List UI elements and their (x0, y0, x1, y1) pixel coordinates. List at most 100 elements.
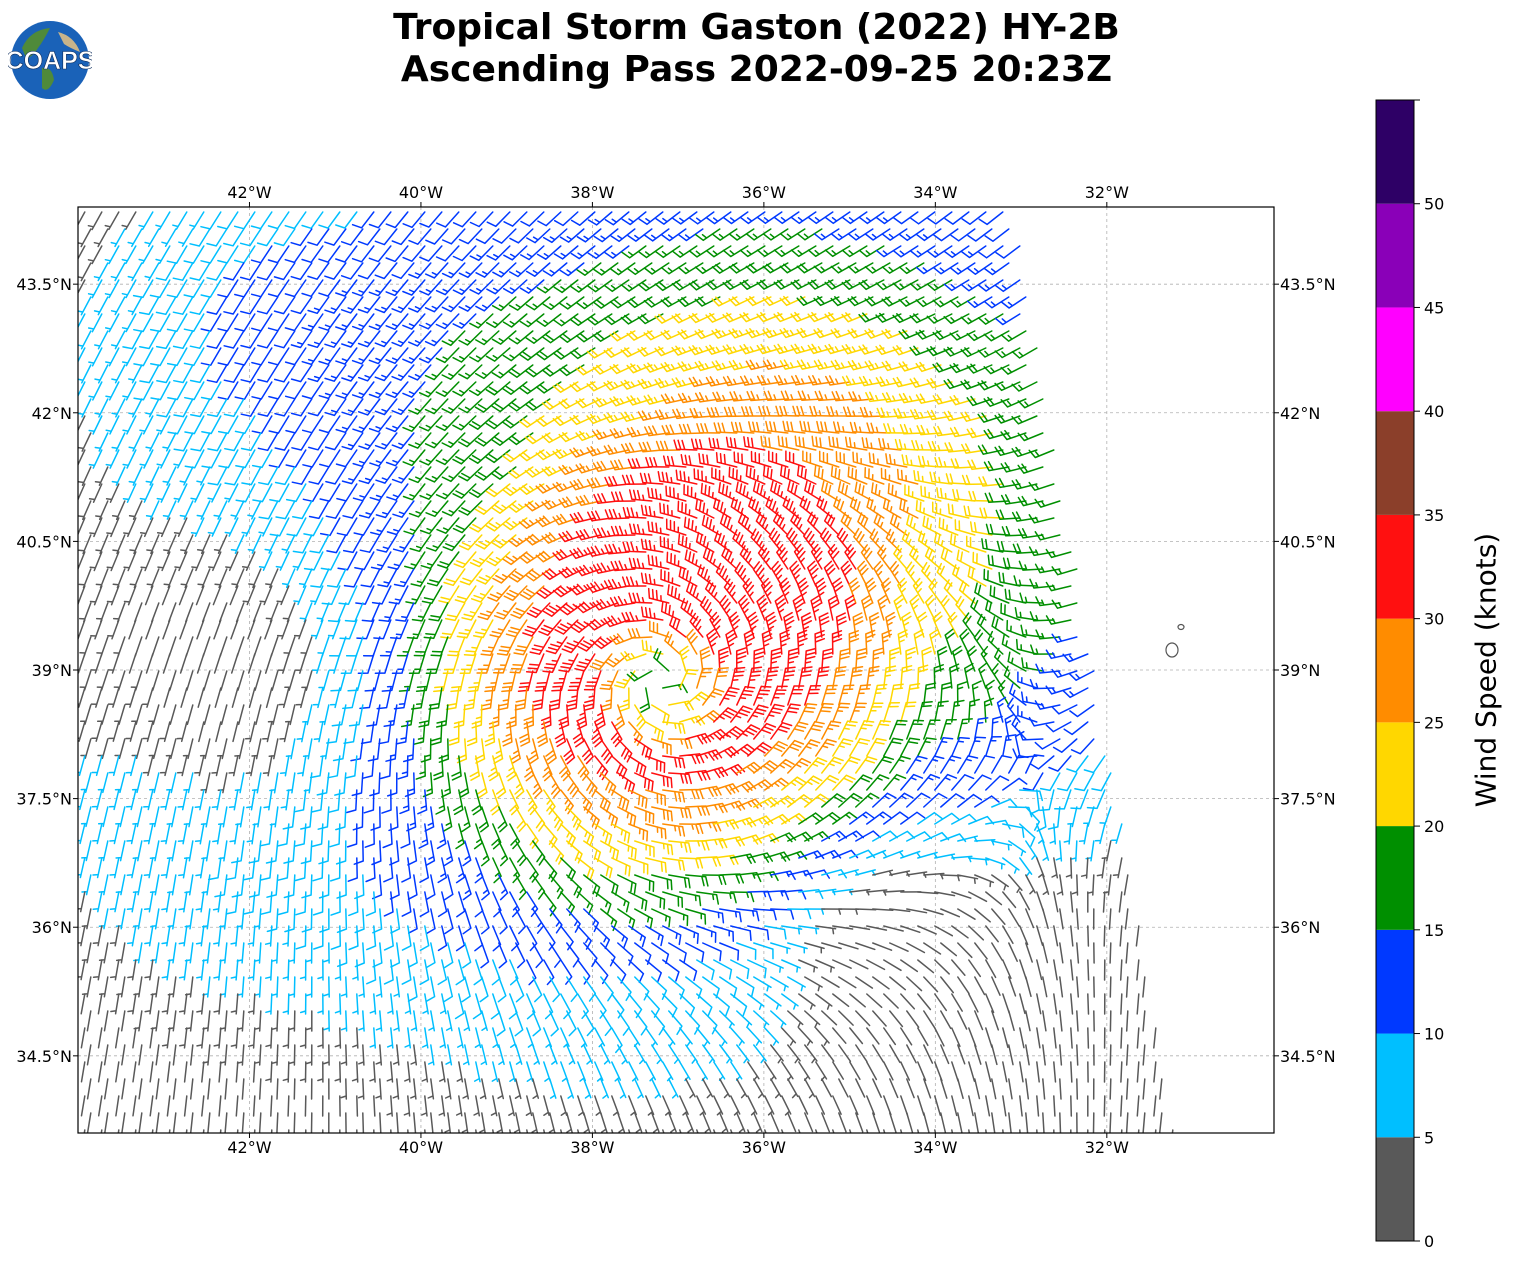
wind-barb (685, 874, 709, 887)
wind-barb (713, 891, 737, 904)
wind-barb (1019, 823, 1036, 847)
wind-barb (702, 976, 720, 999)
wind-barb (1019, 857, 1033, 877)
wind-barb (247, 925, 256, 947)
wind-barb (218, 602, 228, 623)
wind-barb (185, 602, 194, 623)
wind-barb (383, 925, 394, 951)
wind-barb (781, 666, 796, 689)
wind-barb (875, 245, 902, 258)
wind-barb (849, 421, 874, 434)
wind-barb (736, 908, 760, 922)
wind-barb (991, 715, 1003, 740)
wind-barb (437, 857, 448, 884)
wind-barb (798, 703, 818, 723)
wind-barb (94, 466, 109, 486)
wind-barb (560, 925, 574, 951)
wind-barb (294, 653, 307, 674)
wind-barb (415, 755, 426, 780)
wind-barb (915, 361, 942, 373)
wind-barb (705, 344, 732, 355)
wind-barb (413, 1112, 417, 1133)
wind-barb (128, 398, 143, 418)
wind-barb (600, 1044, 611, 1065)
wind-barb (475, 534, 500, 550)
wind-barb (492, 738, 504, 765)
wind-barb (139, 364, 160, 384)
wind-barb (787, 685, 805, 706)
wind-barb (1000, 330, 1027, 342)
wind-barb (385, 449, 409, 467)
wind-barb (634, 1112, 643, 1133)
wind-barb (195, 891, 205, 913)
wind-barb (106, 585, 120, 606)
wind-barb (340, 653, 358, 675)
wind-barb (1029, 578, 1055, 589)
wind-barb (994, 313, 1021, 326)
wind-barb (139, 483, 154, 503)
wind-barb (213, 925, 222, 947)
wind-barb (411, 602, 432, 622)
wind-barb (1000, 398, 1027, 408)
wind-barb (116, 976, 126, 998)
wind-barb (78, 534, 92, 555)
colorbar-tick-label: 0 (1424, 1232, 1434, 1250)
wind-barb (401, 891, 412, 917)
wind-barb (906, 755, 928, 774)
lat-tick-label-left: 42°N (32, 404, 72, 423)
wind-barb (436, 211, 460, 228)
wind-barb (832, 666, 847, 689)
wind-barb (403, 1095, 411, 1117)
wind-barb (386, 1095, 393, 1117)
wind-barb (883, 423, 908, 434)
wind-barb (194, 755, 205, 777)
wind-barb (991, 1112, 996, 1133)
wind-barb (900, 811, 926, 825)
wind-barb (334, 1027, 342, 1049)
wind-barb (807, 211, 834, 225)
wind-barb (91, 755, 103, 777)
colorbar-tick-label: 5 (1424, 1128, 1434, 1147)
wind-barb (940, 1078, 948, 1099)
wind-barb (985, 857, 1006, 870)
wind-barb (815, 774, 840, 791)
wind-barb (161, 228, 177, 247)
colorbar-tick-label: 45 (1424, 298, 1444, 317)
wind-barb (474, 1027, 482, 1049)
colorbar-bin (1376, 618, 1414, 723)
wind-barb (452, 381, 477, 397)
wind-barb (311, 653, 324, 674)
wind-barb (458, 330, 483, 346)
wind-barb (566, 976, 579, 1003)
wind-barb (575, 398, 602, 409)
wind-barb (559, 296, 585, 310)
wind-barb (747, 742, 772, 757)
wind-barb (985, 679, 995, 706)
wind-barb (123, 517, 137, 538)
wind-barb (651, 1078, 662, 1099)
wind-barb (228, 789, 239, 811)
wind-barb (381, 789, 392, 814)
wind-barb (628, 959, 645, 984)
wind-barb (538, 619, 562, 636)
wind-barb (549, 1010, 559, 1037)
wind-barb (610, 560, 636, 572)
wind-barb (463, 1010, 471, 1032)
wind-barb (374, 432, 398, 450)
wind-barb (207, 483, 222, 503)
wind-barb (753, 1010, 770, 1028)
wind-barb (664, 631, 681, 655)
wind-barb (312, 891, 324, 916)
wind-barb (335, 381, 358, 399)
wind-barb (282, 1061, 290, 1083)
wind-barb (379, 755, 392, 780)
wind-barb (1118, 891, 1123, 913)
wind-barb (288, 976, 296, 998)
wind-barb (420, 738, 432, 763)
wind-barb (660, 601, 681, 621)
wind-barb (640, 606, 664, 621)
wind-barb (917, 851, 938, 859)
wind-barb (453, 789, 464, 816)
wind-barb (139, 415, 154, 435)
wind-barb (231, 687, 239, 708)
